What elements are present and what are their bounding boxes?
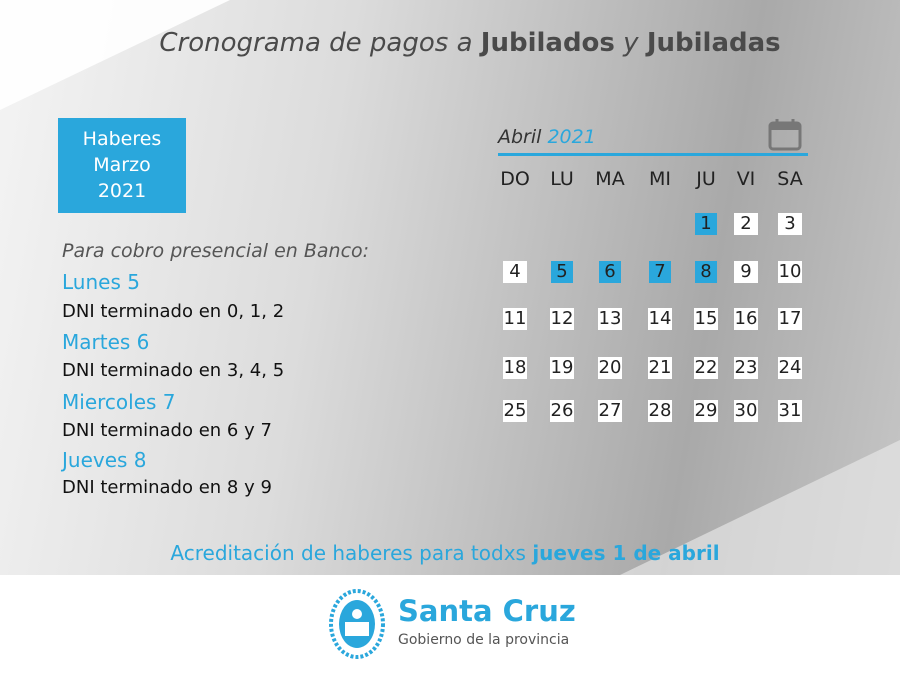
schedule-dni: DNI terminado en 0, 1, 2 bbox=[62, 301, 285, 322]
calendar-day: 10 bbox=[778, 261, 802, 283]
calendar-day: 8 bbox=[695, 261, 717, 283]
schedule-dni: DNI terminado en 6 y 7 bbox=[62, 420, 272, 441]
schedule-dni: DNI terminado en 3, 4, 5 bbox=[62, 360, 285, 381]
subtitle: Para cobro presencial en Banco: bbox=[62, 240, 370, 262]
calendar-day: 29 bbox=[694, 400, 718, 422]
weekday: MI bbox=[649, 168, 671, 190]
calendar-day: 3 bbox=[778, 213, 802, 235]
badge-line: 2021 bbox=[97, 180, 147, 202]
calendar-day: 23 bbox=[734, 357, 758, 379]
badge-line: Haberes bbox=[82, 128, 162, 150]
badge-line: Marzo bbox=[93, 154, 151, 176]
calendar-day: 11 bbox=[503, 308, 527, 330]
schedule-day: Lunes 5 bbox=[62, 270, 140, 294]
calendar-day: 7 bbox=[649, 261, 671, 283]
calendar-header: Abril 2021 bbox=[498, 126, 596, 148]
title-part: Jubiladas bbox=[646, 28, 781, 58]
title-part: Jubilados bbox=[480, 28, 615, 58]
calendar-day: 21 bbox=[648, 357, 672, 379]
calendar-day: 12 bbox=[550, 308, 574, 330]
schedule-day: Martes 6 bbox=[62, 330, 150, 354]
calendar-day: 4 bbox=[503, 261, 527, 283]
weekday: MA bbox=[595, 168, 625, 190]
calendar-day: 30 bbox=[734, 400, 758, 422]
calendar-day: 6 bbox=[599, 261, 621, 283]
calendar-rule bbox=[498, 153, 808, 156]
schedule-day: Jueves 8 bbox=[62, 448, 147, 472]
schedule-day: Miercoles 7 bbox=[62, 390, 176, 414]
logo-tagline: Gobierno de la provincia bbox=[398, 632, 570, 648]
calendar-day: 22 bbox=[694, 357, 718, 379]
weekday: LU bbox=[550, 168, 574, 190]
calendar-day: 13 bbox=[598, 308, 622, 330]
calendar-day: 28 bbox=[648, 400, 672, 422]
calendar-day: 15 bbox=[694, 308, 718, 330]
footer-band bbox=[0, 575, 900, 675]
calendar-day: 20 bbox=[598, 357, 622, 379]
footer-note: Acreditación de haberes para todxs jueve… bbox=[0, 541, 890, 565]
year: 2021 bbox=[547, 126, 596, 148]
logo-emblem bbox=[329, 589, 385, 659]
calendar-day: 27 bbox=[598, 400, 622, 422]
calendar-day: 2 bbox=[734, 213, 758, 235]
calendar-day: 14 bbox=[648, 308, 672, 330]
calendar-day: 1 bbox=[695, 213, 717, 235]
weekday: DO bbox=[500, 168, 530, 190]
schedule-dni: DNI terminado en 8 y 9 bbox=[62, 477, 272, 498]
calendar-day: 26 bbox=[550, 400, 574, 422]
weekday: VI bbox=[736, 168, 756, 190]
calendar-day: 16 bbox=[734, 308, 758, 330]
calendar-day: 19 bbox=[550, 357, 574, 379]
note-part: jueves 1 de abril bbox=[532, 541, 720, 565]
note-part: Acreditación de haberes para todxs bbox=[170, 541, 533, 565]
badge: Haberes Marzo 2021 bbox=[58, 118, 186, 213]
calendar-day: 24 bbox=[778, 357, 802, 379]
title: Cronograma de pagos a Jubilados y Jubila… bbox=[0, 28, 900, 58]
calendar-day: 17 bbox=[778, 308, 802, 330]
weekday: JU bbox=[696, 168, 716, 190]
title-part: y bbox=[614, 28, 647, 58]
calendar-day: 5 bbox=[551, 261, 573, 283]
calendar-day: 9 bbox=[734, 261, 758, 283]
logo-name: Santa Cruz bbox=[398, 594, 576, 628]
calendar-day: 18 bbox=[503, 357, 527, 379]
month: Abril bbox=[498, 126, 542, 148]
weekday: SA bbox=[777, 168, 803, 190]
title-part: Cronograma de pagos a bbox=[159, 28, 481, 58]
calendar-day: 31 bbox=[778, 400, 802, 422]
calendar-day: 25 bbox=[503, 400, 527, 422]
